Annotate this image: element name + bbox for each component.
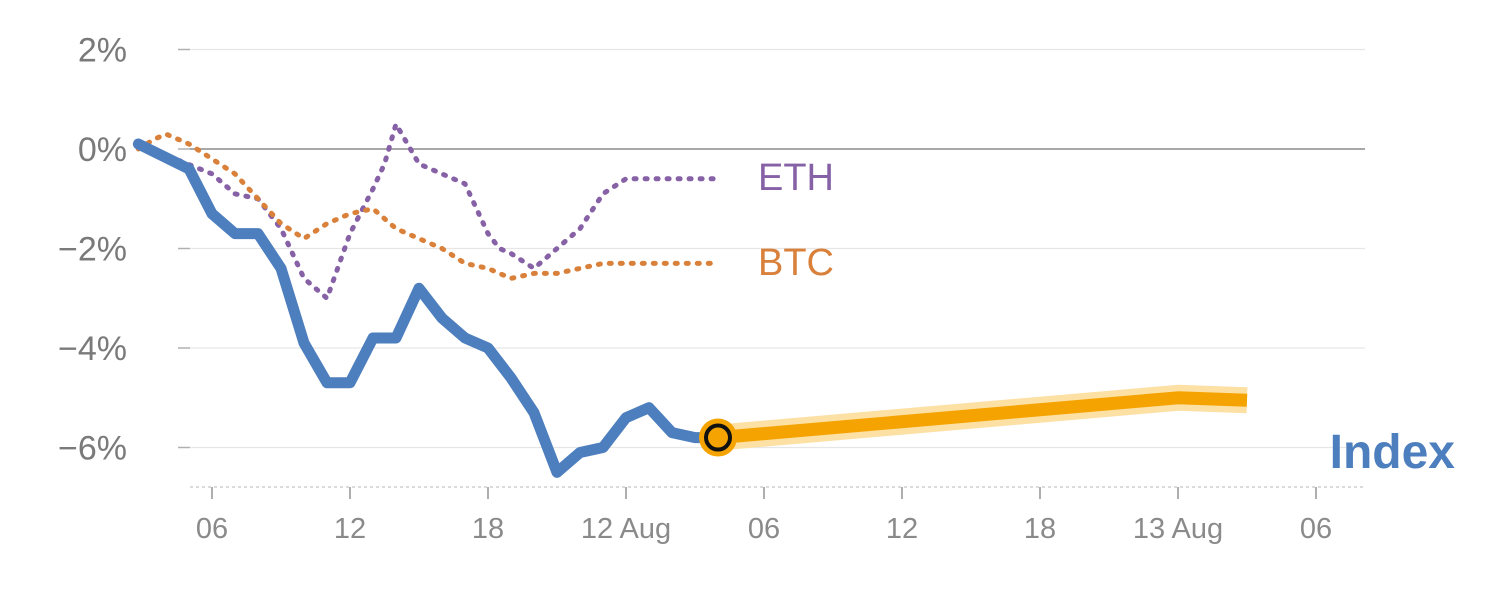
btc-line [135,131,721,281]
current-point-marker [704,423,732,452]
index-line [132,138,724,478]
x-tick-label: 12 Aug [581,513,671,545]
x-tick-label: 13 Aug [1133,513,1223,545]
grid [190,48,1365,449]
y-tick-label: −6% [58,430,127,468]
x-tick-label: 06 [196,513,228,545]
index-series-label: Index [1330,426,1456,479]
x-tick-label: 18 [472,513,504,545]
marker-layer [699,418,737,457]
series-labels: ETH BTC Index [758,157,1455,479]
y-tick-label: −4% [58,330,127,368]
x-axis: 06 12 18 12 Aug 06 12 18 13 Aug 06 [190,486,1365,545]
y-tick-label: 0% [78,131,127,169]
y-tick-label: −2% [58,231,127,269]
x-tick-label: 18 [1024,513,1056,545]
y-axis: 2% 0% −2% −4% −6% [58,32,190,468]
series-lines [132,121,1248,478]
btc-series-label: BTC [758,242,834,284]
x-tick-label: 06 [748,513,780,545]
y-tick-label: 2% [78,32,127,70]
x-tick-label: 06 [1300,513,1332,545]
eth-series-label: ETH [758,157,834,199]
x-tick-label: 12 [334,513,366,545]
eth-line [135,121,721,301]
index-forecast-line [717,391,1248,445]
x-tick-label: 12 [886,513,918,545]
